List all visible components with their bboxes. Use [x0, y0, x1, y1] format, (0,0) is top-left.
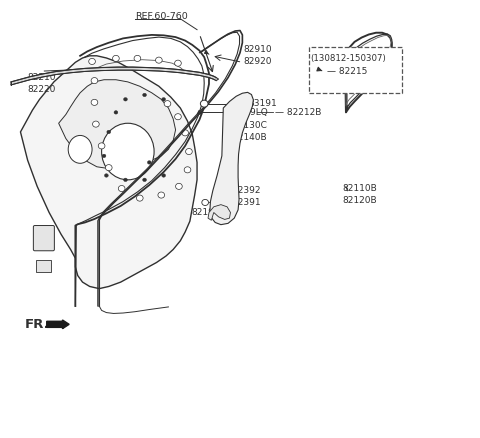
- Text: 1249LQ: 1249LQ: [234, 108, 268, 117]
- Circle shape: [164, 101, 171, 107]
- Text: REF.60-760: REF.60-760: [135, 12, 188, 21]
- Circle shape: [143, 93, 146, 97]
- Circle shape: [202, 199, 208, 205]
- Circle shape: [107, 130, 111, 134]
- Circle shape: [102, 154, 106, 158]
- Circle shape: [158, 192, 165, 198]
- Polygon shape: [11, 67, 216, 85]
- Circle shape: [134, 55, 141, 61]
- FancyBboxPatch shape: [34, 226, 54, 251]
- Text: 82191: 82191: [192, 208, 220, 217]
- Text: FR.: FR.: [24, 318, 49, 331]
- Polygon shape: [21, 56, 197, 289]
- Text: 82110B
82120B: 82110B 82120B: [343, 184, 377, 205]
- Circle shape: [182, 130, 189, 136]
- Circle shape: [98, 143, 105, 149]
- Circle shape: [93, 121, 99, 127]
- Circle shape: [186, 148, 192, 155]
- Circle shape: [200, 100, 208, 107]
- Circle shape: [147, 161, 151, 164]
- Polygon shape: [59, 80, 176, 169]
- Circle shape: [89, 58, 96, 64]
- Text: 83191: 83191: [248, 99, 277, 108]
- Text: (130812-150307): (130812-150307): [311, 54, 386, 64]
- Circle shape: [91, 78, 98, 84]
- Circle shape: [175, 114, 181, 120]
- Text: 82392
82391: 82392 82391: [233, 186, 262, 207]
- Text: — 82215: — 82215: [327, 67, 368, 76]
- Polygon shape: [210, 92, 253, 225]
- Circle shape: [175, 60, 181, 66]
- Circle shape: [143, 178, 146, 182]
- Circle shape: [114, 111, 118, 114]
- Circle shape: [123, 178, 127, 182]
- Circle shape: [176, 184, 182, 189]
- Bar: [36, 260, 51, 272]
- Ellipse shape: [68, 135, 92, 163]
- Circle shape: [91, 99, 98, 106]
- Circle shape: [113, 55, 119, 61]
- Text: — 82212B: — 82212B: [275, 108, 321, 117]
- Circle shape: [184, 167, 191, 173]
- Text: 82210
82220: 82210 82220: [28, 73, 56, 94]
- Circle shape: [106, 165, 112, 171]
- Circle shape: [162, 98, 166, 101]
- Circle shape: [136, 195, 143, 201]
- Text: 82910
82920: 82910 82920: [243, 46, 272, 66]
- Polygon shape: [208, 205, 230, 220]
- Circle shape: [156, 57, 162, 63]
- Circle shape: [123, 98, 127, 101]
- Ellipse shape: [102, 123, 154, 180]
- FancyBboxPatch shape: [309, 47, 402, 93]
- Polygon shape: [47, 320, 69, 328]
- Circle shape: [118, 185, 125, 191]
- Polygon shape: [216, 78, 218, 81]
- Circle shape: [162, 174, 166, 177]
- Circle shape: [105, 174, 108, 177]
- Text: 82130C
82140B: 82130C 82140B: [233, 121, 268, 142]
